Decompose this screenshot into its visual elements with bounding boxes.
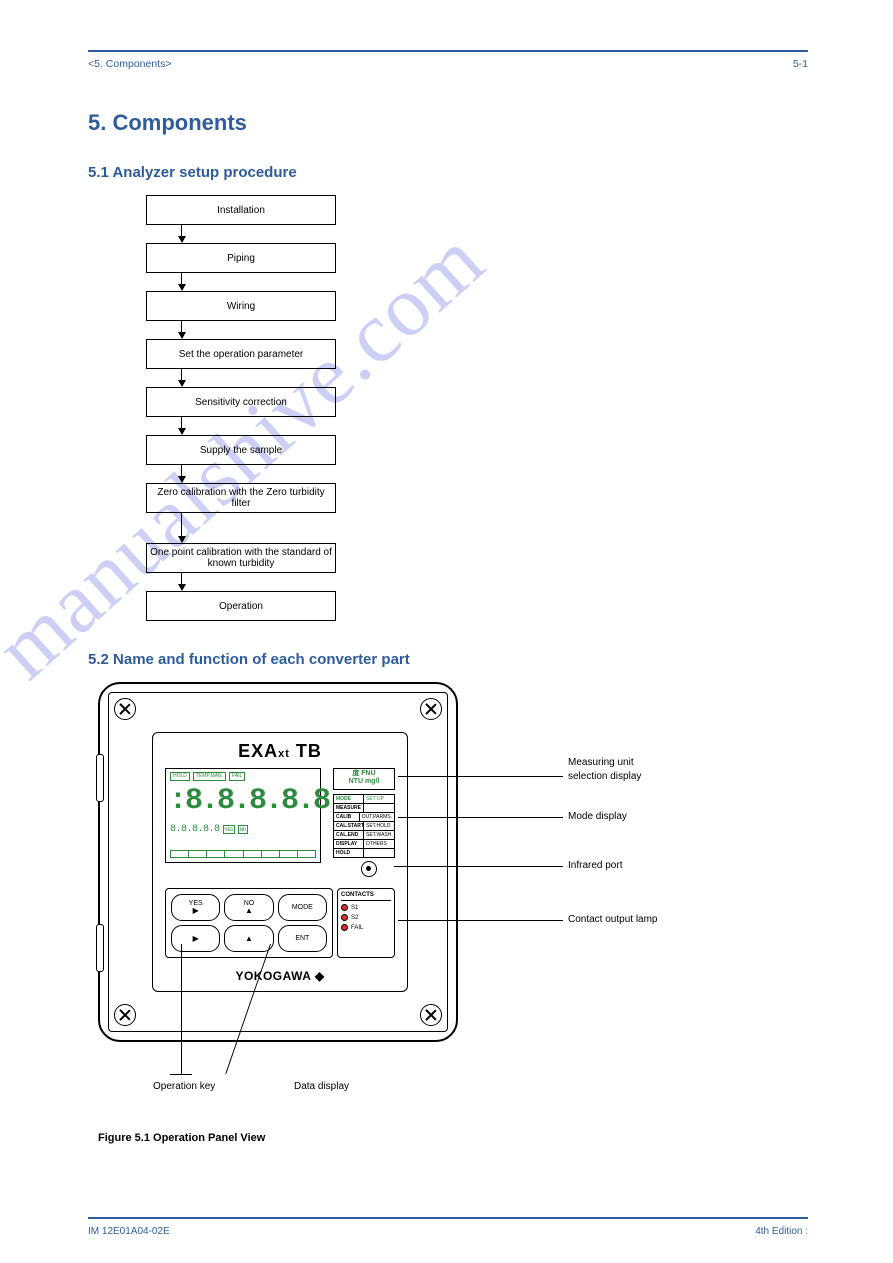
brand-label: EXAxt TB <box>153 741 407 762</box>
flow-step: Zero calibration with the Zero turbidity… <box>146 483 336 513</box>
flow-step: Set the operation parameter <box>146 339 336 369</box>
key-up[interactable] <box>224 925 273 952</box>
flowchart: Installation Piping Wiring Set the opera… <box>146 195 808 621</box>
running-header: <5. Components> 5-1 <box>88 58 808 70</box>
brand-main: EXA <box>238 741 278 761</box>
flag-fail: FAIL <box>229 772 245 781</box>
lcd-sub-digits: 8.8.8.8.8 <box>170 824 220 835</box>
lcd-bargraph <box>170 850 316 858</box>
mode-row: HOLD <box>334 849 394 857</box>
leader-line <box>394 866 563 867</box>
key-right[interactable] <box>171 925 220 952</box>
leader-line <box>398 920 563 921</box>
flag-hold: HOLD <box>170 772 190 781</box>
h2-converter: 5.2 Name and function of each converter … <box>88 651 808 668</box>
lcd-flags: HOLD TEMP.MAN. FAIL <box>170 772 245 781</box>
callout-units: Measuring unit selection display <box>568 756 641 783</box>
brand-xt: xt <box>278 748 290 760</box>
leader-line <box>170 1074 192 1075</box>
mode-row: DISPLAYOTHERS <box>334 840 394 849</box>
pill-yes: YES <box>223 825 235 834</box>
flow-arrow <box>146 573 336 591</box>
mode-row: MODESET UP <box>334 795 394 804</box>
h2-procedure: 5.1 Analyzer setup procedure <box>88 164 808 181</box>
flow-arrow <box>146 225 336 243</box>
led-icon <box>341 914 348 921</box>
flow-arrow <box>146 321 336 339</box>
flow-arrow <box>146 417 336 435</box>
flow-step: Installation <box>146 195 336 225</box>
mode-row: CAL.STARTSET.HOLD <box>334 822 394 831</box>
header-right: 5-1 <box>793 58 808 70</box>
footer-left: IM 12E01A04-02E <box>88 1226 170 1237</box>
units-line1: 度 FNU <box>334 770 394 778</box>
mode-row: CAL.ENDSET.WASH <box>334 831 394 840</box>
hinge-icon <box>96 924 104 972</box>
arrow-up-icon <box>245 935 253 943</box>
keypad: YES NO MODE ENT <box>165 888 333 958</box>
screw-icon <box>114 1004 136 1026</box>
key-mode[interactable]: MODE <box>278 894 327 921</box>
flag-temp: TEMP.MAN. <box>193 772 226 781</box>
infrared-port-icon <box>361 861 377 877</box>
flow-step: Supply the sample <box>146 435 336 465</box>
leader-line <box>398 817 563 818</box>
flow-arrow <box>146 273 336 291</box>
bottom-rule <box>88 1217 808 1219</box>
units-line2: NTU mg/l <box>334 778 394 786</box>
flow-step: Sensitivity correction <box>146 387 336 417</box>
arrow-right-icon <box>193 935 199 943</box>
figure-caption: Figure 5.1 Operation Panel View <box>98 1132 808 1144</box>
h1-components: 5. Components <box>88 110 808 136</box>
lcd-main-digits: :8.8.8.8.8 <box>169 784 329 818</box>
faceplate: EXAxt TB HOLD TEMP.MAN. FAIL :8.8.8.8.8 … <box>152 732 408 992</box>
flow-arrow <box>146 513 336 543</box>
screw-icon <box>420 1004 442 1026</box>
callout-mode: Mode display <box>568 810 627 824</box>
flow-step: Operation <box>146 591 336 621</box>
key-no[interactable]: NO <box>224 894 273 921</box>
flow-arrow <box>146 369 336 387</box>
led-row: FAIL <box>341 924 391 931</box>
contacts-panel: CONTACTS S1 S2 FAIL <box>337 888 395 958</box>
yokogawa-logo: YOKOGAWA <box>153 969 407 983</box>
key-ent[interactable]: ENT <box>278 925 327 952</box>
page-content: <5. Components> 5-1 5. Components 5.1 An… <box>88 50 808 1144</box>
arrow-up-icon <box>245 907 253 915</box>
led-icon <box>341 904 348 911</box>
mode-row: CALIBOUT.PARMS. <box>334 813 394 822</box>
device-body: EXAxt TB HOLD TEMP.MAN. FAIL :8.8.8.8.8 … <box>98 682 458 1042</box>
arrow-right-icon <box>193 907 199 915</box>
brand-tb: TB <box>296 741 322 761</box>
device-figure: EXAxt TB HOLD TEMP.MAN. FAIL :8.8.8.8.8 … <box>98 682 798 1102</box>
footer-right: 4th Edition : <box>755 1226 808 1237</box>
key-yes[interactable]: YES <box>171 894 220 921</box>
flow-step: Piping <box>146 243 336 273</box>
hinge-icon <box>96 754 104 802</box>
footer: IM 12E01A04-02E 4th Edition : <box>88 1226 808 1237</box>
lcd-sub-row: 8.8.8.8.8 YES NO <box>170 824 248 835</box>
pill-no: NO <box>238 825 248 834</box>
led-icon <box>341 924 348 931</box>
callout-operation-key: Operation key <box>153 1080 215 1094</box>
leader-line <box>398 776 563 777</box>
mode-table: MODESET UP MEASURE CALIBOUT.PARMS. CAL.S… <box>333 794 395 858</box>
callout-contact: Contact output lamp <box>568 913 658 927</box>
leader-line <box>181 944 182 1074</box>
flow-arrow <box>146 465 336 483</box>
flow-step: Wiring <box>146 291 336 321</box>
contacts-title: CONTACTS <box>341 892 391 901</box>
led-row: S1 <box>341 904 391 911</box>
lcd-display: HOLD TEMP.MAN. FAIL :8.8.8.8.8 8.8.8.8.8… <box>165 768 321 863</box>
header-left: <5. Components> <box>88 58 171 70</box>
callout-data-display: Data display <box>294 1080 349 1094</box>
top-rule <box>88 50 808 52</box>
flow-step: One point calibration with the standard … <box>146 543 336 573</box>
screw-icon <box>114 698 136 720</box>
led-row: S2 <box>341 914 391 921</box>
screw-icon <box>420 698 442 720</box>
mode-row: MEASURE <box>334 804 394 813</box>
units-display: 度 FNU NTU mg/l <box>333 768 395 790</box>
callout-ir: Infrared port <box>568 859 622 873</box>
